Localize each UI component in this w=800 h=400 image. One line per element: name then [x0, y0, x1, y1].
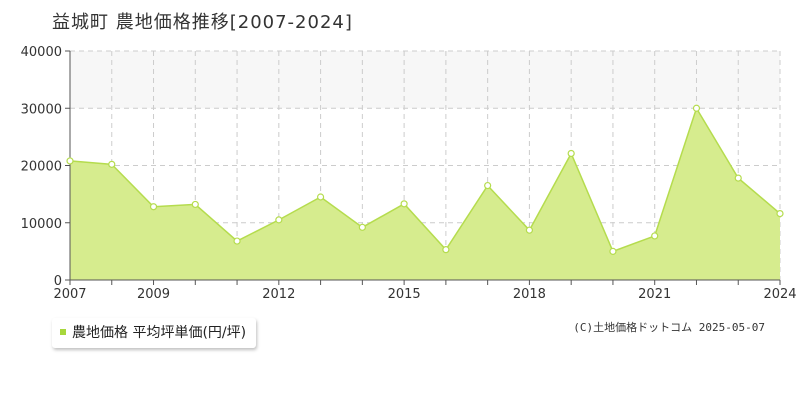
y-tick-label: 10000 [21, 217, 62, 232]
series-line [69, 106, 781, 253]
data-point [233, 237, 241, 245]
data-point [149, 203, 158, 211]
copyright-credit: (C)土地価格ドットコム 2025-05-07 [573, 321, 765, 334]
data-point [567, 149, 575, 158]
x-tick-label: 2007 [53, 287, 86, 302]
data-point [442, 246, 450, 254]
chart-title: 益城町 農地価格推移[2007-2024] [52, 12, 353, 33]
data-point [525, 226, 534, 234]
legend: 農地価格 平均坪単価(円/坪) [52, 318, 257, 348]
y-tick-label: 0 [54, 274, 62, 289]
data-point [316, 193, 325, 201]
data-point [108, 160, 116, 168]
x-tick-label: 2024 [763, 287, 796, 302]
data-point [734, 174, 742, 182]
data-point [358, 223, 366, 231]
x-tick-label: 2009 [137, 287, 170, 302]
legend-swatch [60, 329, 66, 335]
legend-label: 農地価格 平均坪単価(円/坪) [72, 325, 247, 341]
data-point [776, 209, 784, 218]
data-point [651, 232, 659, 240]
y-tick-label: 20000 [21, 160, 62, 175]
series-area [70, 108, 780, 280]
plot-band [70, 51, 780, 109]
data-point [609, 247, 617, 255]
x-tick-label: 2018 [513, 287, 546, 302]
x-tick-label: 2015 [388, 287, 421, 302]
data-point [275, 216, 283, 224]
data-point [484, 181, 492, 190]
x-tick-label: 2021 [638, 287, 671, 302]
data-point [191, 200, 199, 209]
data-point [692, 104, 701, 112]
y-tick-label: 30000 [21, 102, 62, 117]
data-point [400, 200, 408, 208]
x-tick-label: 2012 [262, 287, 295, 302]
data-point [66, 157, 74, 165]
y-tick-label: 40000 [21, 45, 62, 60]
